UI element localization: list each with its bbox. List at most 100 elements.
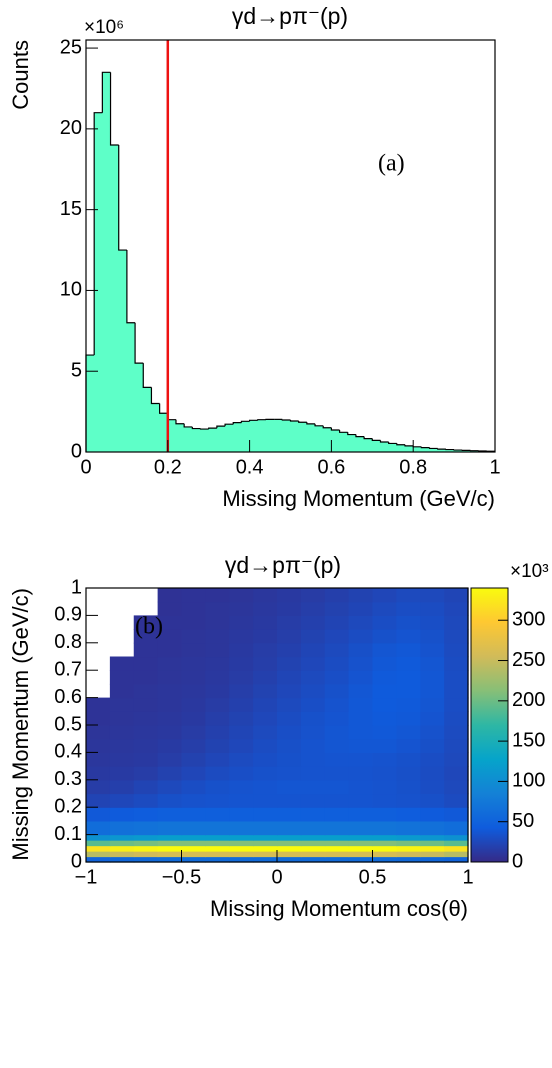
heatmap-cell [253,820,278,836]
heatmap-cell [133,629,159,644]
heatmap-cell [420,642,445,658]
heatmap-cell [396,840,421,847]
bar [200,429,210,452]
bar-edge [249,419,258,422]
heatmap-cell [86,738,111,753]
bar [249,420,259,452]
bar [225,424,234,452]
bar [102,72,111,453]
heatmap-cell [109,711,135,726]
heatmap-cell [229,697,254,712]
x-tick-label: 0.6 [317,456,345,478]
heatmap-cell [181,683,206,699]
bar [159,413,169,452]
heatmap-cell [109,738,135,753]
heatmap-cell [253,615,278,630]
heatmap-cell [253,601,278,616]
heatmap-cell [205,856,230,863]
heatmap-cell [300,840,326,847]
heatmap-cell [181,779,206,795]
heatmap-cell [229,683,254,699]
heatmap-cell [444,725,469,740]
heatmap-cell [444,752,469,767]
heatmap-cell [253,588,278,603]
bar [470,450,480,452]
heatmap-cell [420,711,445,726]
heatmap-cell [372,856,397,863]
heatmap-cell [420,807,445,822]
bar [265,419,275,452]
heatmap-cell [253,725,278,740]
heatmap-cell [109,856,135,863]
heatmap-cell [444,820,469,836]
heatmap-cell [420,725,445,740]
bar-edge [216,425,226,429]
heatmap-cell [205,601,230,616]
heatmap-cell [277,834,302,841]
heatmap-cell [300,738,326,753]
heatmap-cell [324,656,350,671]
y-tick-label: 0.1 [54,823,82,845]
heatmap-cell [277,683,302,699]
bar [110,145,120,453]
heatmap-cell [157,683,183,699]
heatmap-cell [420,629,445,644]
bar [126,322,136,452]
heatmap-cell [444,697,469,712]
heatmap-cell [300,683,326,699]
heatmap-cell [372,601,397,616]
heatmap-cell [133,656,159,671]
heatmap-cell [300,642,326,658]
heatmap-cell [205,615,230,630]
heatmap-cell [205,851,230,858]
heatmap-cell [181,856,206,863]
heatmap-cell [420,752,445,767]
heatmap-cell [300,779,326,795]
heatmap-cell [396,820,421,836]
heatmap-cell [229,588,254,603]
heatmap-cell [229,840,254,847]
heatmap-cell [324,845,350,852]
heatmap-cell [86,845,111,852]
heatmap-cell [324,670,350,685]
heatmap-cell [372,834,397,841]
bar-edge [404,444,414,447]
bar [323,427,332,452]
heatmap-cell [181,642,206,658]
heatmap-cell [253,711,278,726]
heatmap-cell [396,601,421,616]
heatmap-cell [420,697,445,712]
heatmap-cell [205,683,230,699]
heatmap-cell [109,779,135,795]
heatmap-cell [444,840,469,847]
heatmap-cell [205,711,230,726]
heatmap-cell [109,697,135,712]
heatmap-cell [372,851,397,858]
y-tick-label: 0.7 [54,658,82,680]
y-tick-label: 25 [60,36,82,58]
bar [462,450,471,452]
heatmap-cell [109,793,135,808]
heatmap-cell [253,840,278,847]
heatmap-cell [229,820,254,836]
heatmap-cell [348,807,374,822]
bar [184,426,193,452]
heatmap-cell [324,725,350,740]
heatmap-cell [181,845,206,852]
z-tick-label: 250 [512,649,545,671]
bar-edge [183,423,193,428]
chart-title: γd→pπ⁻(p) [225,552,341,578]
heatmap-cell [348,601,374,616]
heatmap-cell [396,793,421,808]
bar-edge [150,387,160,405]
heatmap-cell [157,601,183,616]
bar-edge [420,446,430,449]
heatmap-cell [348,711,374,726]
x-tick-label: 1 [462,866,473,888]
heatmap-cell [420,793,445,808]
bar-edge [93,112,103,356]
heatmap-cell [133,683,159,699]
heatmap-cell [444,738,469,753]
heatmap-cell [133,642,159,658]
heatmap-cell [324,629,350,644]
